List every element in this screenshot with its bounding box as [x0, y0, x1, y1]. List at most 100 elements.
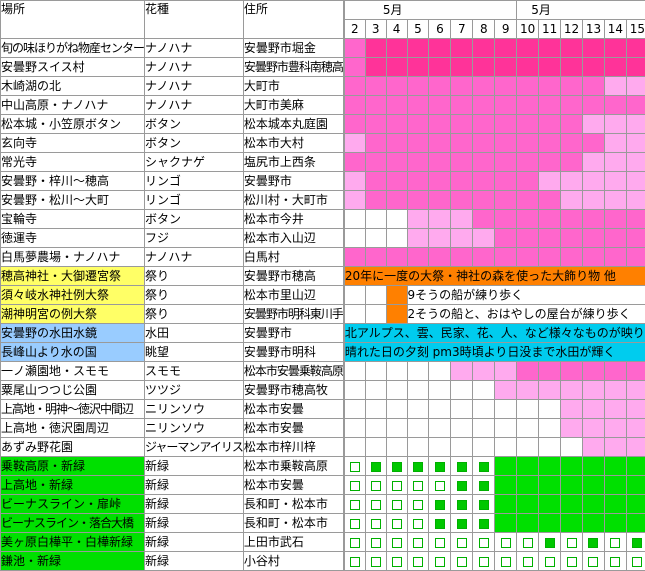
place-cell: 中山高原・ナノハナ	[1, 96, 145, 115]
filled-square-icon	[457, 462, 467, 472]
bloom-cell	[365, 134, 386, 153]
empty-square-icon	[371, 538, 381, 548]
bloom-cell	[583, 381, 605, 400]
address-cell: 大町市美麻	[243, 96, 343, 115]
table-row[interactable]: 木崎湖の北ナノハナ大町市	[1, 77, 645, 96]
bloom-cell	[365, 58, 386, 77]
bloom-cell	[344, 381, 365, 400]
status-cell	[473, 514, 495, 533]
table-row[interactable]: 一ノ瀬園地・スモモスモモ松本市安曇乗鞍高原	[1, 362, 645, 381]
table-row[interactable]: 中山高原・ナノハナナノハナ大町市美麻	[1, 96, 645, 115]
flower-cell: ボタン	[145, 134, 244, 153]
bloom-cell	[451, 381, 473, 400]
flower-cell: 新緑	[145, 457, 244, 476]
bloom-cell	[604, 115, 626, 134]
table-row[interactable]: 美ヶ原白樺平・白樺新緑新緑上田市武石	[1, 533, 645, 552]
status-cell	[517, 552, 539, 571]
status-cell	[429, 476, 451, 495]
status-cell	[583, 457, 605, 476]
table-row[interactable]: 安曇野・松川～大町リンゴ松川村・大町市	[1, 191, 645, 210]
table-row[interactable]: 松本城・小笠原ボタンボタン松本城本丸庭園	[1, 115, 645, 134]
table-row[interactable]: ビーナスライン・落合大橋新緑長和町・松本市	[1, 514, 645, 533]
bloom-cell	[604, 419, 626, 438]
bloom-cell	[583, 362, 605, 381]
table-row[interactable]: 乗鞍高原・新緑新緑松本市乗鞍高原	[1, 457, 645, 476]
table-row[interactable]: 白馬夢農場・ナノハナナノハナ白馬村	[1, 248, 645, 267]
bloom-cell	[386, 362, 407, 381]
bloom-cell	[604, 400, 626, 419]
status-cell	[561, 495, 583, 514]
table-row[interactable]: 上高地・明神～徳沢中間辺ニリンソウ松本市安曇	[1, 400, 645, 419]
bloom-cell	[365, 39, 386, 58]
event-day-cell	[386, 286, 407, 305]
bloom-cell	[495, 153, 517, 172]
status-cell	[365, 552, 386, 571]
status-cell	[451, 495, 473, 514]
bloom-cell	[365, 96, 386, 115]
bloom-cell	[344, 419, 365, 438]
status-cell	[517, 495, 539, 514]
filled-square-icon	[457, 519, 467, 529]
bloom-cell	[583, 77, 605, 96]
bloom-cell	[626, 77, 645, 96]
table-row[interactable]: 安曇野スイス村ナノハナ安曇野市豊科南穂高	[1, 58, 645, 77]
bloom-cell	[561, 362, 583, 381]
place-cell: 一ノ瀬園地・スモモ	[1, 362, 145, 381]
table-row[interactable]: 上高地・新緑新緑松本市安曇	[1, 476, 645, 495]
table-row[interactable]: ビーナスライン・扉峠新緑長和町・松本市	[1, 495, 645, 514]
flower-cell: ナノハナ	[145, 248, 244, 267]
bloom-cell	[473, 438, 495, 457]
table-row[interactable]: あずみ野花園ジャーマンアイリス松本市梓川梓	[1, 438, 645, 457]
table-row[interactable]: 安曇野の水田水鏡水田安曇野市北アルプス、雲、民家、花、人、など様々なものが映り込…	[1, 324, 645, 343]
place-cell: あずみ野花園	[1, 438, 145, 457]
status-cell	[561, 552, 583, 571]
empty-square-icon	[567, 557, 577, 567]
bloom-cell	[386, 438, 407, 457]
table-row[interactable]: 安曇野・梓川～穂高リンゴ安曇野市	[1, 172, 645, 191]
bloom-cell	[517, 39, 539, 58]
bloom-cell	[407, 419, 429, 438]
header-flower: 花種	[145, 1, 244, 39]
table-row[interactable]: 宝輪寺ボタン松本市今井	[1, 210, 645, 229]
table-row[interactable]: 粟尾山つつじ公園ツツジ安曇野市穂高牧	[1, 381, 645, 400]
status-cell	[429, 514, 451, 533]
bloom-cell	[517, 172, 539, 191]
filled-square-icon	[588, 538, 598, 548]
status-cell	[604, 457, 626, 476]
status-cell	[451, 457, 473, 476]
bloom-cell	[495, 39, 517, 58]
bloom-cell	[495, 438, 517, 457]
table-row[interactable]: 旬の味ほりがね物産センターナノハナ安曇野市堀金	[1, 39, 645, 58]
bloom-cell	[583, 438, 605, 457]
bloom-cell	[626, 210, 645, 229]
table-row[interactable]: 徳運寺フジ松本市入山辺	[1, 229, 645, 248]
table-row[interactable]: 常光寺シャクナゲ塩尻市上西条	[1, 153, 645, 172]
bloom-cell	[451, 210, 473, 229]
table-row[interactable]: 上高地・徳沢園周辺ニリンソウ松本市安曇	[1, 419, 645, 438]
day-header: 14	[604, 20, 626, 39]
bloom-cell	[495, 362, 517, 381]
address-cell: 塩尻市上西条	[243, 153, 343, 172]
bloom-cell	[517, 229, 539, 248]
bloom-cell	[626, 134, 645, 153]
flower-cell: リンゴ	[145, 191, 244, 210]
status-cell	[561, 514, 583, 533]
bloom-cell	[604, 134, 626, 153]
status-cell	[451, 514, 473, 533]
event-note: 9そうの船が練り歩く	[407, 286, 645, 305]
bloom-cell	[626, 229, 645, 248]
table-row[interactable]: 鎌池・新緑新緑小谷村	[1, 552, 645, 571]
status-cell	[386, 495, 407, 514]
place-cell: 宝輪寺	[1, 210, 145, 229]
table-row[interactable]: 長峰山より水の国眺望安曇野市明科晴れた日の夕刻 pm3時頃より日没まで水田が輝く	[1, 343, 645, 362]
bloom-cell	[495, 381, 517, 400]
bloom-cell	[365, 229, 386, 248]
bloom-cell	[451, 39, 473, 58]
table-row[interactable]: 玄向寺ボタン松本市大村	[1, 134, 645, 153]
bloom-cell	[451, 115, 473, 134]
bloom-cell	[495, 172, 517, 191]
flower-cell: 新緑	[145, 552, 244, 571]
